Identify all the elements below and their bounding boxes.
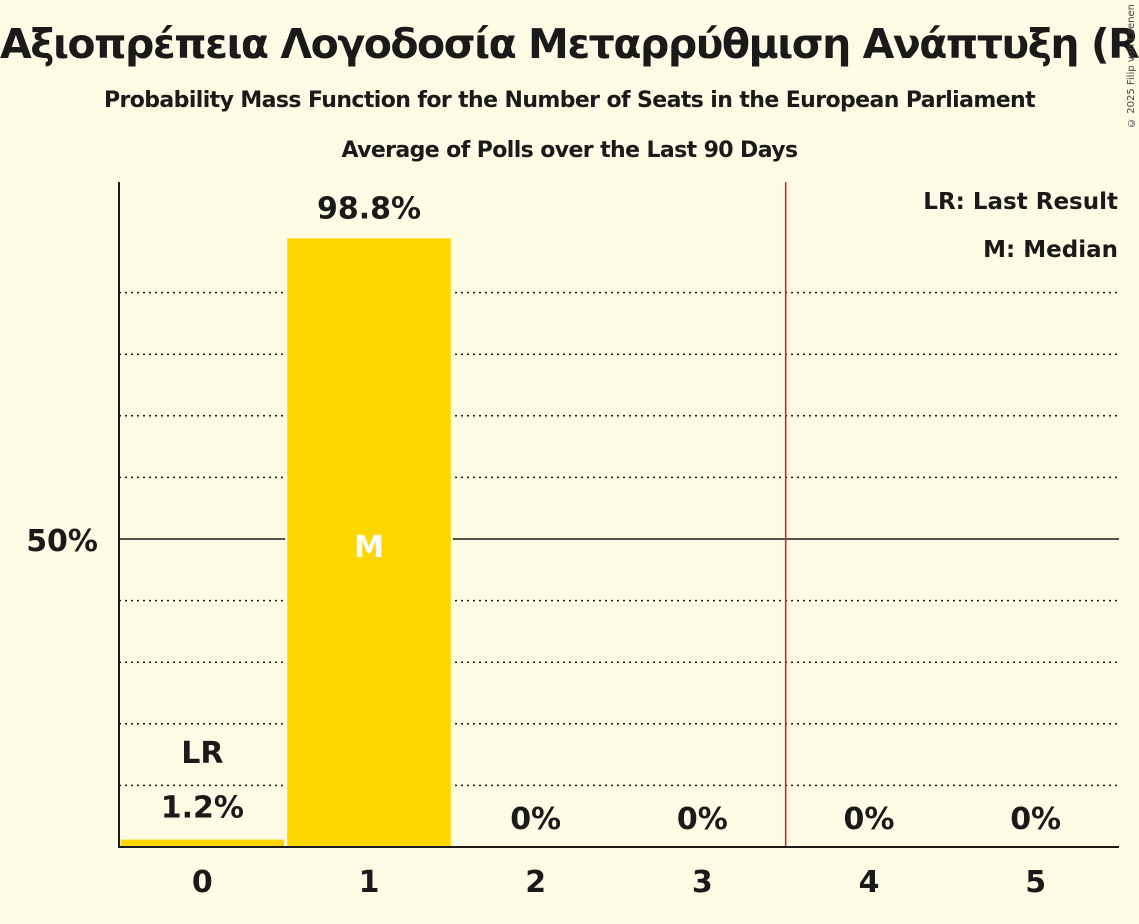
- value-label-3: 0%: [677, 802, 728, 837]
- value-label-1: 98.8%: [317, 191, 421, 226]
- bars: [118, 238, 453, 848]
- legend-median: M: Median: [983, 237, 1118, 263]
- median-marker: M: [354, 530, 384, 565]
- x-tick-1: 1: [359, 865, 380, 900]
- value-label-0: 1.2%: [161, 791, 244, 826]
- legend-last-result: LR: Last Result: [923, 189, 1118, 215]
- x-tick-5: 5: [1025, 865, 1046, 900]
- chart-title: Αξιοπρέπεια Λογοδοσία Μεταρρύθμιση Ανάπτ…: [0, 20, 1139, 68]
- bar-seats-1: [287, 238, 451, 848]
- x-tick-0: 0: [192, 865, 213, 900]
- x-tick-2: 2: [525, 865, 546, 900]
- chart-subtitle: Probability Mass Function for the Number…: [104, 88, 1036, 113]
- bar-seats-0: [120, 839, 285, 847]
- bar-labels: 1.2% 0 98.8% 1 0% 2 0% 3 0% 4 0% 5 LR M: [161, 191, 1061, 900]
- x-tick-3: 3: [692, 865, 713, 900]
- x-tick-4: 4: [859, 865, 880, 900]
- chart-subtitle-period: Average of Polls over the Last 90 Days: [341, 138, 798, 163]
- last-result-marker: LR: [181, 736, 223, 771]
- value-label-5: 0%: [1010, 802, 1061, 837]
- gridlines: [119, 291, 1119, 787]
- y-tick-50: 50%: [26, 524, 98, 559]
- value-label-2: 0%: [510, 802, 561, 837]
- value-label-4: 0%: [844, 802, 895, 837]
